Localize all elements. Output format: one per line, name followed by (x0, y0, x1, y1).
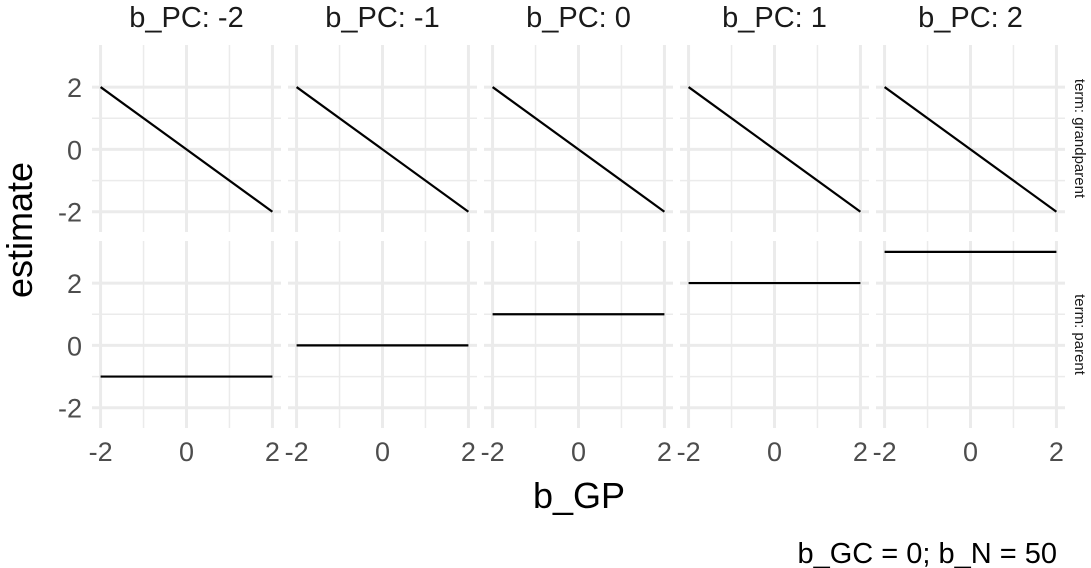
series-line-r0-c0 (99, 86, 274, 213)
panel-r0-c2 (484, 45, 673, 232)
x-tick-label: -2 (677, 437, 701, 467)
panel-r1-c4 (876, 241, 1065, 428)
panel-r1-c0 (92, 241, 281, 428)
column-strip-label: b_PC: 0 (526, 2, 631, 34)
panel-r1-c1 (288, 241, 477, 428)
x-tick-label: 0 (179, 437, 194, 467)
panel-r0-c0 (92, 45, 281, 232)
x-tick-label: 0 (963, 437, 978, 467)
panel-r0-c4 (876, 45, 1065, 232)
ticks-layer: -202-202-2 0 2 -2 0 2 -2 0 2 -2 0 2 -2 0 2 (58, 73, 1064, 467)
strips-layer: b_PC: -2 b_PC: -1 b_PC: 0 b_PC: 1 b_PC: 2 ter… (129, 2, 1088, 376)
x-tick-label: 2 (461, 437, 476, 467)
x-tick-label: -2 (285, 437, 309, 467)
y-tick-label: 2 (67, 269, 82, 299)
x-axis-title: b_GP (533, 475, 625, 516)
x-tick-label: 0 (767, 437, 782, 467)
row-strip-label: term: parent (1071, 294, 1088, 376)
panels-layer (92, 45, 1065, 428)
series-line-r0-c3 (687, 86, 862, 213)
y-tick-label: -2 (58, 198, 82, 228)
x-tick-label: -2 (873, 437, 897, 467)
x-tick-label: 2 (853, 437, 868, 467)
series-line-r0-c1 (295, 86, 470, 213)
y-tick-label: 0 (67, 135, 82, 165)
panel-r0-c3 (680, 45, 869, 232)
column-strip-label: b_PC: -1 (325, 2, 439, 34)
series-line-r0-c2 (491, 86, 666, 213)
x-tick-label: 2 (657, 437, 672, 467)
panel-r1-c2 (484, 241, 673, 428)
chart-caption: b_GC = 0; b_N = 50 (797, 538, 1057, 568)
column-strip-label: b_PC: -2 (129, 2, 243, 34)
column-strip-label: b_PC: 1 (722, 2, 827, 34)
x-tick-label: 2 (265, 437, 280, 467)
panel-r0-c1 (288, 45, 477, 232)
x-tick-label: 0 (375, 437, 390, 467)
y-tick-label: 0 (67, 331, 82, 361)
y-tick-label: -2 (58, 394, 82, 424)
y-tick-label: 2 (67, 73, 82, 103)
x-tick-label: -2 (89, 437, 113, 467)
x-tick-label: -2 (481, 437, 505, 467)
panel-r1-c3 (680, 241, 869, 428)
y-axis-title: estimate (0, 162, 40, 298)
x-tick-label: 0 (571, 437, 586, 467)
row-strip-label: term: grandparent (1071, 79, 1088, 199)
x-tick-label: 2 (1049, 437, 1064, 467)
series-line-r0-c4 (883, 86, 1058, 213)
column-strip-label: b_PC: 2 (918, 2, 1023, 34)
